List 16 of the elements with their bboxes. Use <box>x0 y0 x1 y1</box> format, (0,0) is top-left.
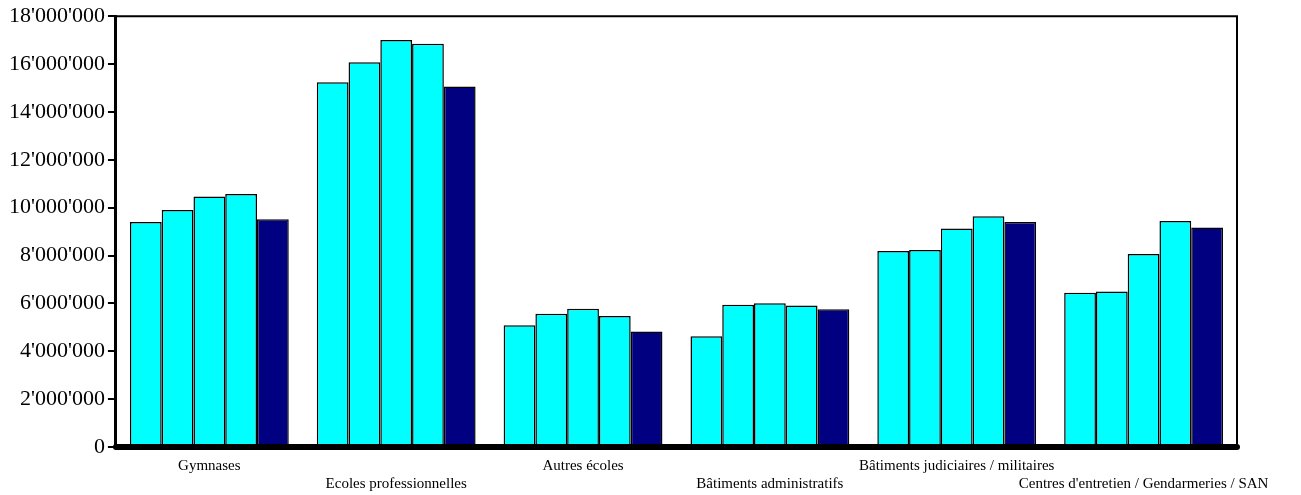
y-tick-label: 4'000'000 <box>19 337 105 363</box>
x-tick-label: Bâtiments administratifs <box>696 474 844 491</box>
y-tick-label: 18'000'000 <box>8 1 105 27</box>
x-tick-label: Autres écoles <box>542 456 624 473</box>
y-tick-label: 6'000'000 <box>19 289 105 315</box>
y-tick-label: 8'000'000 <box>19 241 105 267</box>
x-tick-label: Centres d'entretien / Gendarmeries / SAN <box>1018 474 1269 491</box>
x-tick-label: Bâtiments judiciaires / militaires <box>859 456 1055 473</box>
y-tick-label: 2'000'000 <box>19 384 105 410</box>
y-tick-label: 14'000'000 <box>8 97 105 123</box>
y-tick-label: 16'000'000 <box>8 49 105 75</box>
y-tick-label: 12'000'000 <box>8 145 105 171</box>
y-tick-label: 0 <box>93 432 105 458</box>
x-tick-label: Gymnases <box>178 456 241 473</box>
x-tick-label: Ecoles professionnelles <box>325 474 467 491</box>
y-tick-label: 10'000'000 <box>8 193 105 219</box>
